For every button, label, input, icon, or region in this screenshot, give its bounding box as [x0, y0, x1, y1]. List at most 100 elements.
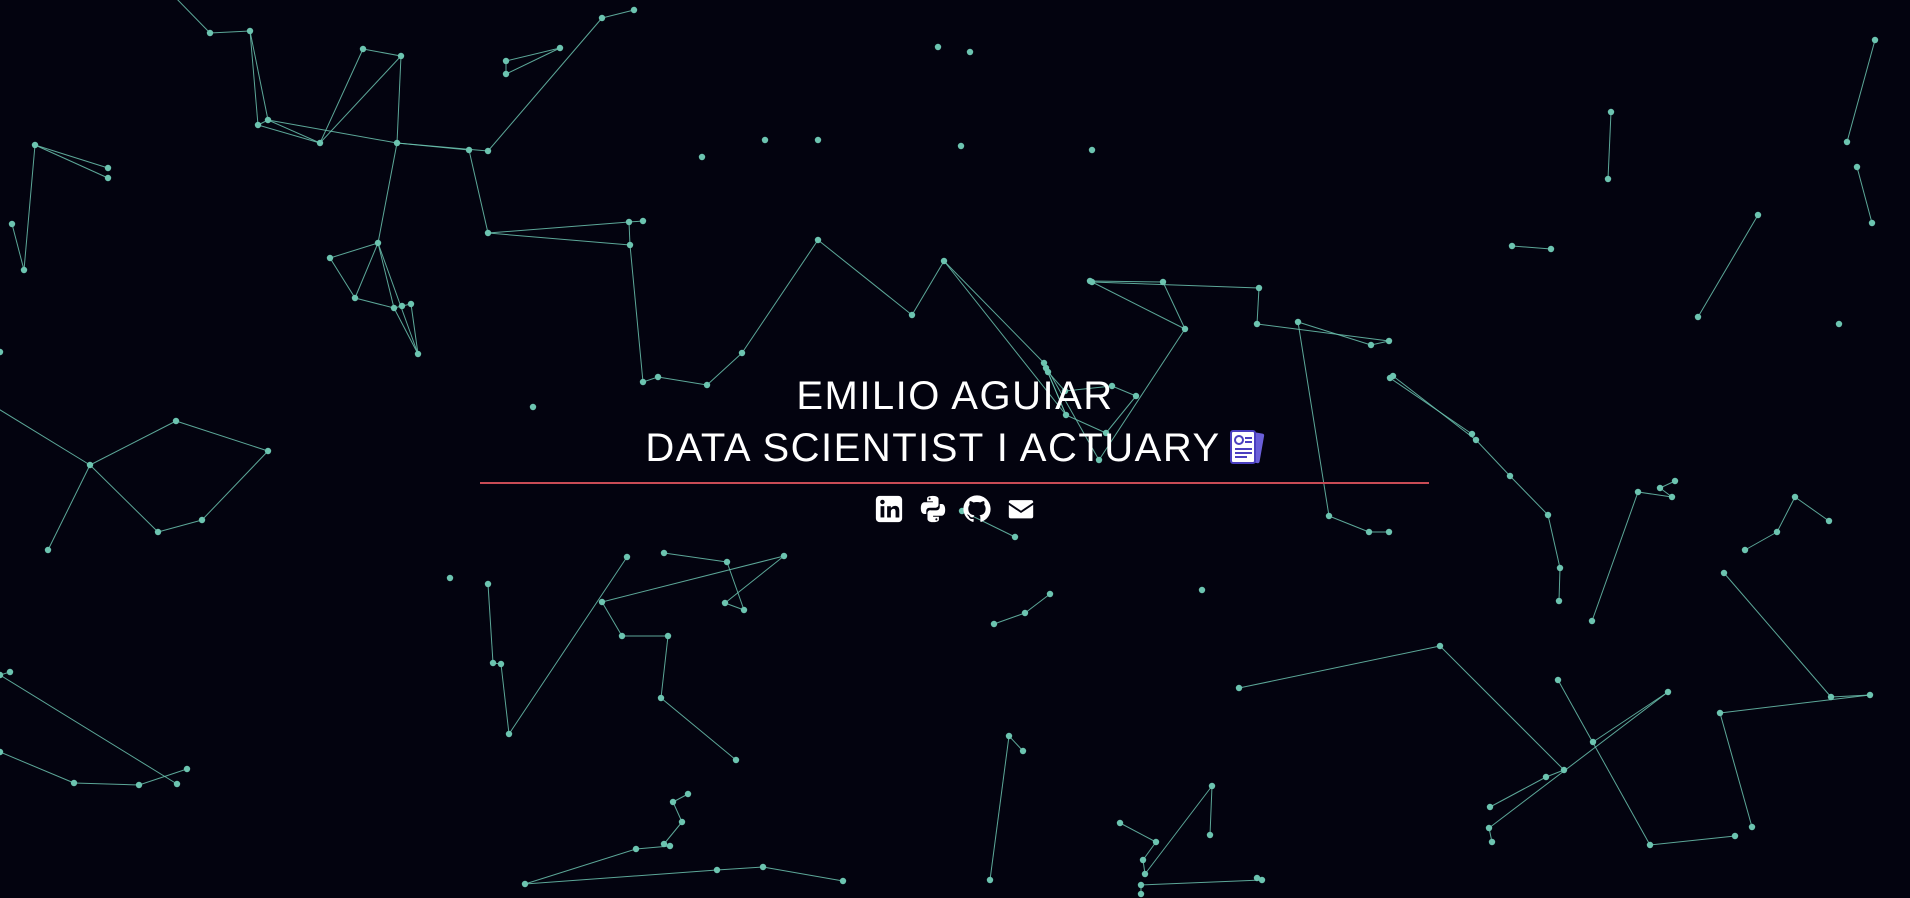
- particle-link: [0, 751, 75, 784]
- particle-node: [1720, 569, 1728, 577]
- linkedin-icon: [875, 495, 903, 523]
- particle-link: [1089, 280, 1164, 283]
- particle-node: [1389, 372, 1397, 380]
- particle-node: [1325, 512, 1333, 520]
- particle-node: [1868, 219, 1876, 227]
- particle-link: [267, 119, 321, 144]
- particle-node: [497, 660, 505, 668]
- particle-node: [780, 552, 788, 560]
- particle-link: [1105, 395, 1137, 434]
- particle-node: [1825, 517, 1833, 525]
- particle-node: [1021, 609, 1029, 617]
- particle-link: [249, 30, 259, 126]
- particle-node: [505, 730, 513, 738]
- particle-node: [1472, 436, 1480, 444]
- particle-link: [89, 420, 177, 466]
- particle-node: [1871, 36, 1879, 44]
- particle-node: [1061, 387, 1069, 395]
- particle-node: [1255, 284, 1263, 292]
- particle-link: [993, 612, 1026, 625]
- particle-node: [678, 818, 686, 826]
- particle-link: [1846, 39, 1876, 143]
- particle-link: [672, 801, 683, 823]
- github-link[interactable]: [960, 492, 994, 526]
- particle-node: [316, 139, 324, 147]
- page-title: EMILIO AGUIAR: [796, 374, 1114, 418]
- particle-node: [1488, 838, 1496, 846]
- particle-link: [1719, 712, 1753, 828]
- particle-node: [484, 580, 492, 588]
- particle-node: [761, 136, 769, 144]
- particle-link: [362, 48, 402, 57]
- particle-node: [1132, 392, 1140, 400]
- particle-link: [329, 242, 379, 259]
- particle-node: [1866, 691, 1874, 699]
- particle-node: [1544, 511, 1552, 519]
- particle-link: [1392, 375, 1477, 441]
- particle-node: [374, 239, 382, 247]
- particle-link: [1719, 694, 1871, 714]
- particle-link: [1592, 691, 1669, 743]
- particle-node: [669, 798, 677, 806]
- particle-link: [1238, 645, 1441, 689]
- particle-node: [1853, 163, 1861, 171]
- particle-node: [839, 877, 847, 885]
- python-link[interactable]: [916, 492, 950, 526]
- particle-node: [1141, 870, 1149, 878]
- particle-link: [201, 450, 269, 521]
- particle-link: [89, 464, 159, 533]
- particle-link: [157, 519, 203, 533]
- particle-link: [396, 142, 470, 151]
- linkedin-link[interactable]: [872, 492, 906, 526]
- particle-node: [1748, 823, 1756, 831]
- particle-node: [1088, 146, 1096, 154]
- particle-node: [738, 349, 746, 357]
- particle-link: [1162, 281, 1186, 330]
- particle-link: [1256, 287, 1260, 325]
- particle-node: [1011, 533, 1019, 541]
- particle-link: [1511, 245, 1552, 250]
- particle-link: [487, 232, 631, 246]
- particle-node: [351, 294, 359, 302]
- particle-node: [1253, 320, 1261, 328]
- particle-node: [732, 756, 740, 764]
- particle-node: [713, 866, 721, 874]
- particle-link: [468, 149, 489, 234]
- particle-node: [721, 599, 729, 607]
- particle-node: [664, 632, 672, 640]
- particle-node: [1139, 856, 1147, 864]
- particle-node: [966, 48, 974, 56]
- particle-node: [414, 350, 422, 358]
- title-divider: [480, 482, 1429, 484]
- particle-node: [0, 748, 4, 756]
- particle-node: [1646, 841, 1654, 849]
- particle-node: [246, 27, 254, 35]
- particle-link: [1024, 593, 1051, 614]
- particle-link: [1545, 769, 1565, 778]
- particle-link: [1776, 496, 1796, 533]
- email-link[interactable]: [1004, 492, 1038, 526]
- particle-link: [706, 352, 743, 386]
- particle-link: [249, 30, 269, 121]
- particle-link: [377, 242, 419, 355]
- particle-link: [1140, 879, 1263, 886]
- particle-node: [1181, 325, 1189, 333]
- particle-node: [390, 304, 398, 312]
- particle-node: [814, 236, 822, 244]
- particle-link: [1637, 491, 1673, 498]
- particle-link: [329, 257, 356, 299]
- particle-link: [505, 47, 561, 62]
- particle-node: [723, 558, 731, 566]
- particle-node: [1468, 430, 1476, 438]
- particle-node: [489, 659, 497, 667]
- particle-link: [1547, 514, 1561, 569]
- particle-node: [1294, 318, 1302, 326]
- particle-link: [762, 866, 844, 882]
- particle-node: [104, 174, 112, 182]
- particle-node: [698, 153, 706, 161]
- particle-node: [1731, 832, 1739, 840]
- particle-node: [1791, 493, 1799, 501]
- particle-link: [629, 244, 644, 383]
- particle-link: [943, 260, 1067, 416]
- particle-node: [502, 57, 510, 65]
